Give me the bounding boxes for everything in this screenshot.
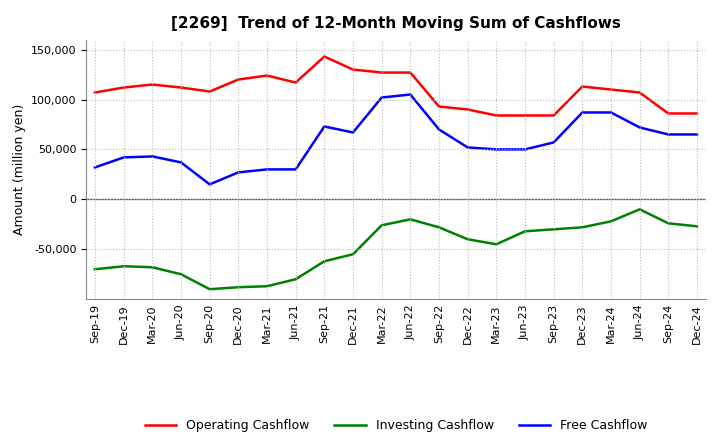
Free Cashflow bbox=[635, 125, 644, 130]
Operating Cashflow bbox=[578, 84, 587, 89]
Operating Cashflow bbox=[120, 85, 128, 90]
Investing Cashflow bbox=[205, 286, 214, 292]
Operating Cashflow bbox=[635, 90, 644, 95]
Investing Cashflow bbox=[635, 207, 644, 212]
Investing Cashflow bbox=[549, 227, 558, 232]
Operating Cashflow bbox=[205, 89, 214, 94]
Operating Cashflow bbox=[664, 111, 672, 116]
Operating Cashflow bbox=[549, 113, 558, 118]
Free Cashflow bbox=[521, 147, 529, 152]
Free Cashflow bbox=[435, 127, 444, 132]
Investing Cashflow bbox=[607, 219, 616, 224]
Investing Cashflow bbox=[234, 285, 243, 290]
Operating Cashflow bbox=[607, 87, 616, 92]
Title: [2269]  Trend of 12-Month Moving Sum of Cashflows: [2269] Trend of 12-Month Moving Sum of C… bbox=[171, 16, 621, 32]
Free Cashflow bbox=[176, 160, 185, 165]
Free Cashflow bbox=[377, 95, 386, 100]
Free Cashflow bbox=[205, 182, 214, 187]
Investing Cashflow bbox=[578, 225, 587, 230]
Operating Cashflow bbox=[292, 80, 300, 85]
Operating Cashflow bbox=[464, 107, 472, 112]
Investing Cashflow bbox=[664, 221, 672, 226]
Free Cashflow bbox=[320, 124, 328, 129]
Investing Cashflow bbox=[176, 271, 185, 277]
Operating Cashflow bbox=[263, 73, 271, 78]
Free Cashflow bbox=[292, 167, 300, 172]
Free Cashflow bbox=[406, 92, 415, 97]
Operating Cashflow bbox=[234, 77, 243, 82]
Line: Investing Cashflow: Investing Cashflow bbox=[95, 209, 697, 289]
Operating Cashflow bbox=[320, 54, 328, 59]
Free Cashflow bbox=[348, 130, 357, 135]
Line: Operating Cashflow: Operating Cashflow bbox=[95, 57, 697, 115]
Operating Cashflow bbox=[693, 111, 701, 116]
Operating Cashflow bbox=[176, 85, 185, 90]
Operating Cashflow bbox=[348, 67, 357, 72]
Operating Cashflow bbox=[435, 104, 444, 109]
Investing Cashflow bbox=[693, 224, 701, 229]
Line: Free Cashflow: Free Cashflow bbox=[95, 95, 697, 184]
Investing Cashflow bbox=[377, 223, 386, 228]
Operating Cashflow bbox=[91, 90, 99, 95]
Operating Cashflow bbox=[492, 113, 500, 118]
Operating Cashflow bbox=[148, 82, 157, 87]
Free Cashflow bbox=[549, 140, 558, 145]
Investing Cashflow bbox=[148, 264, 157, 270]
Investing Cashflow bbox=[464, 237, 472, 242]
Operating Cashflow bbox=[377, 70, 386, 75]
Free Cashflow bbox=[234, 170, 243, 175]
Investing Cashflow bbox=[91, 267, 99, 272]
Investing Cashflow bbox=[492, 242, 500, 247]
Operating Cashflow bbox=[406, 70, 415, 75]
Operating Cashflow bbox=[521, 113, 529, 118]
Free Cashflow bbox=[578, 110, 587, 115]
Investing Cashflow bbox=[348, 252, 357, 257]
Investing Cashflow bbox=[120, 264, 128, 269]
Investing Cashflow bbox=[292, 277, 300, 282]
Investing Cashflow bbox=[320, 259, 328, 264]
Free Cashflow bbox=[120, 155, 128, 160]
Investing Cashflow bbox=[435, 225, 444, 230]
Investing Cashflow bbox=[521, 229, 529, 234]
Y-axis label: Amount (million yen): Amount (million yen) bbox=[13, 104, 26, 235]
Free Cashflow bbox=[91, 165, 99, 170]
Legend: Operating Cashflow, Investing Cashflow, Free Cashflow: Operating Cashflow, Investing Cashflow, … bbox=[140, 414, 652, 437]
Investing Cashflow bbox=[263, 284, 271, 289]
Free Cashflow bbox=[492, 147, 500, 152]
Free Cashflow bbox=[464, 145, 472, 150]
Free Cashflow bbox=[693, 132, 701, 137]
Free Cashflow bbox=[607, 110, 616, 115]
Investing Cashflow bbox=[406, 216, 415, 222]
Free Cashflow bbox=[664, 132, 672, 137]
Free Cashflow bbox=[263, 167, 271, 172]
Free Cashflow bbox=[148, 154, 157, 159]
